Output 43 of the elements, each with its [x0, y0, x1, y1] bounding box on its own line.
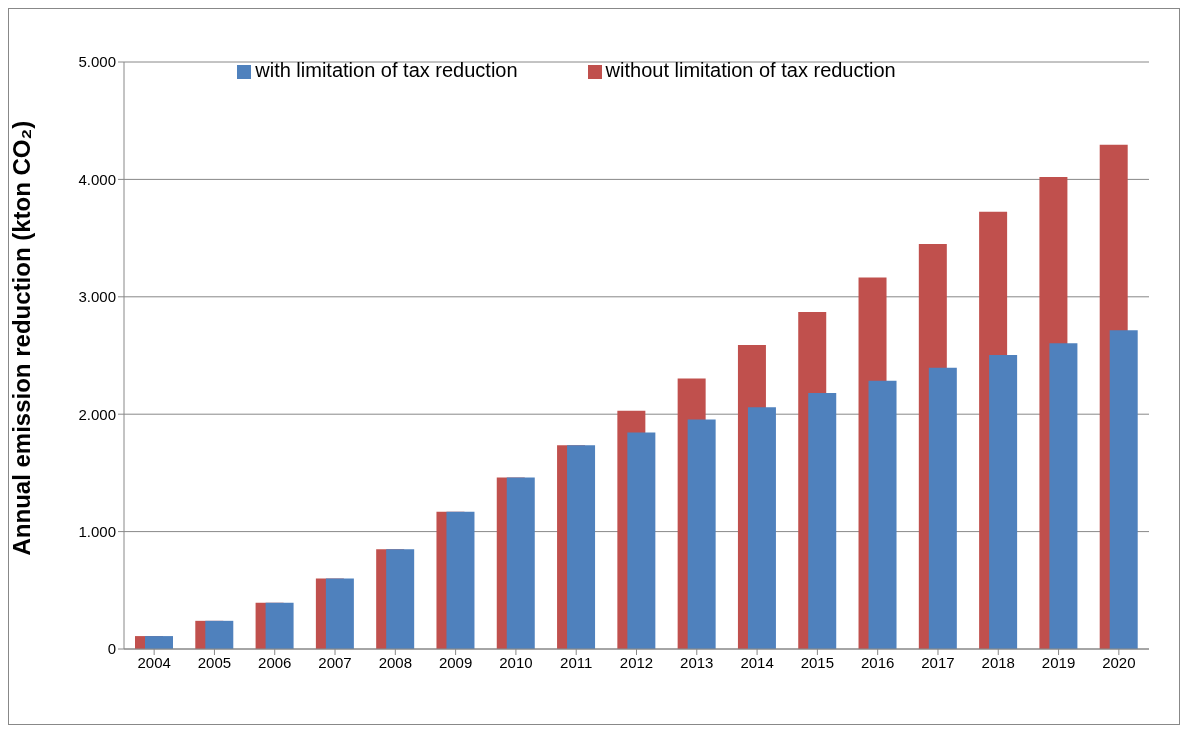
bar: [265, 602, 294, 649]
bar: [868, 380, 897, 649]
legend-label: without limitation of tax reduction: [605, 59, 896, 81]
x-tick-label: 2012: [619, 653, 654, 671]
bar: [1109, 330, 1138, 649]
y-tick-label: 0: [107, 640, 116, 658]
x-tick-label: 2006: [258, 653, 292, 671]
x-tick-label: 2013: [680, 653, 714, 671]
x-tick-label: 2005: [197, 653, 232, 671]
bar: [446, 511, 475, 649]
y-tick-label: 5.000: [78, 53, 116, 71]
x-tick-label: 2011: [560, 653, 593, 671]
bar: [325, 578, 354, 649]
bar: [567, 445, 596, 649]
x-tick-label: 2010: [499, 653, 533, 671]
x-tick-label: 2018: [981, 653, 1015, 671]
bar: [989, 354, 1018, 649]
bar: [506, 477, 535, 649]
y-tick-label: 2.000: [78, 405, 116, 423]
bar: [808, 393, 837, 649]
x-tick-label: 2016: [860, 653, 895, 671]
x-tick-label: 2019: [1041, 653, 1076, 671]
bar: [928, 367, 957, 649]
x-tick-label: 2008: [378, 653, 413, 671]
legend-label: with limitation of tax reduction: [255, 59, 518, 81]
x-tick-label: 2009: [438, 653, 473, 671]
x-tick-label: 2004: [137, 653, 171, 671]
bar: [145, 636, 173, 649]
y-tick-label: 1.000: [78, 522, 116, 540]
bar: [205, 620, 234, 649]
y-tick-label: 3.000: [78, 288, 116, 306]
x-tick-label: 2017: [921, 653, 955, 671]
y-tick-label: 4.000: [78, 170, 116, 188]
bar: [747, 407, 776, 649]
bar: [687, 419, 716, 649]
x-tick-label: 2015: [800, 653, 835, 671]
bar: [1049, 343, 1078, 649]
bar: [627, 432, 656, 649]
bar: [386, 549, 415, 649]
x-tick-label: 2020: [1102, 653, 1136, 671]
x-tick-label: 2014: [740, 653, 774, 671]
y-axis-title: Annual emission reduction (kton CO₂): [7, 120, 35, 556]
x-tick-label: 2007: [318, 653, 352, 671]
